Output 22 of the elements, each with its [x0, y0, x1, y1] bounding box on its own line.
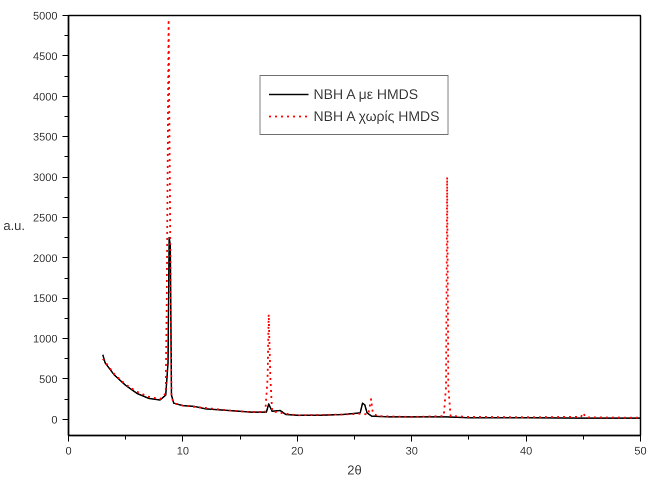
legend-label: NBH A χωρίς HMDS	[314, 108, 440, 124]
x-tick-label: 40	[520, 446, 532, 458]
y-tick-label: 0	[51, 414, 58, 426]
legend-label: NBH A με HMDS	[314, 86, 418, 102]
x-tick-label: 30	[406, 446, 418, 458]
x-axis-title: 2θ	[347, 462, 362, 478]
x-tick-label: 20	[291, 446, 304, 458]
x-tick-label: 0	[65, 446, 72, 458]
line-series	[102, 18, 640, 419]
y-tick-label: 2000	[33, 252, 58, 265]
x-tick-label: 50	[634, 446, 647, 458]
y-tick-label: 500	[39, 374, 58, 386]
x-tick-label: 10	[176, 446, 190, 458]
y-tick-label: 3000	[33, 172, 58, 184]
y-axis-title: a.u.	[3, 218, 26, 233]
y-tick-label: 2500	[33, 212, 58, 224]
y-tick-label: 1000	[33, 334, 58, 346]
y-tick-label: 5000	[33, 10, 58, 22]
y-tick-label: 4000	[33, 91, 58, 104]
y-tick-label: 3500	[33, 132, 58, 144]
y-tick-label: 1500	[33, 293, 58, 306]
y-tick-label: 4500	[33, 50, 58, 63]
